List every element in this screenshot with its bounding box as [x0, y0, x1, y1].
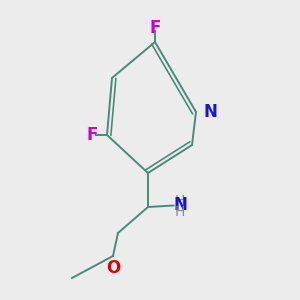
Text: F: F: [86, 126, 98, 144]
Text: F: F: [149, 19, 161, 37]
Text: O: O: [106, 259, 120, 277]
Text: N: N: [203, 103, 218, 121]
Text: H: H: [175, 194, 185, 208]
Text: N: N: [173, 196, 188, 214]
Text: H: H: [175, 206, 185, 219]
